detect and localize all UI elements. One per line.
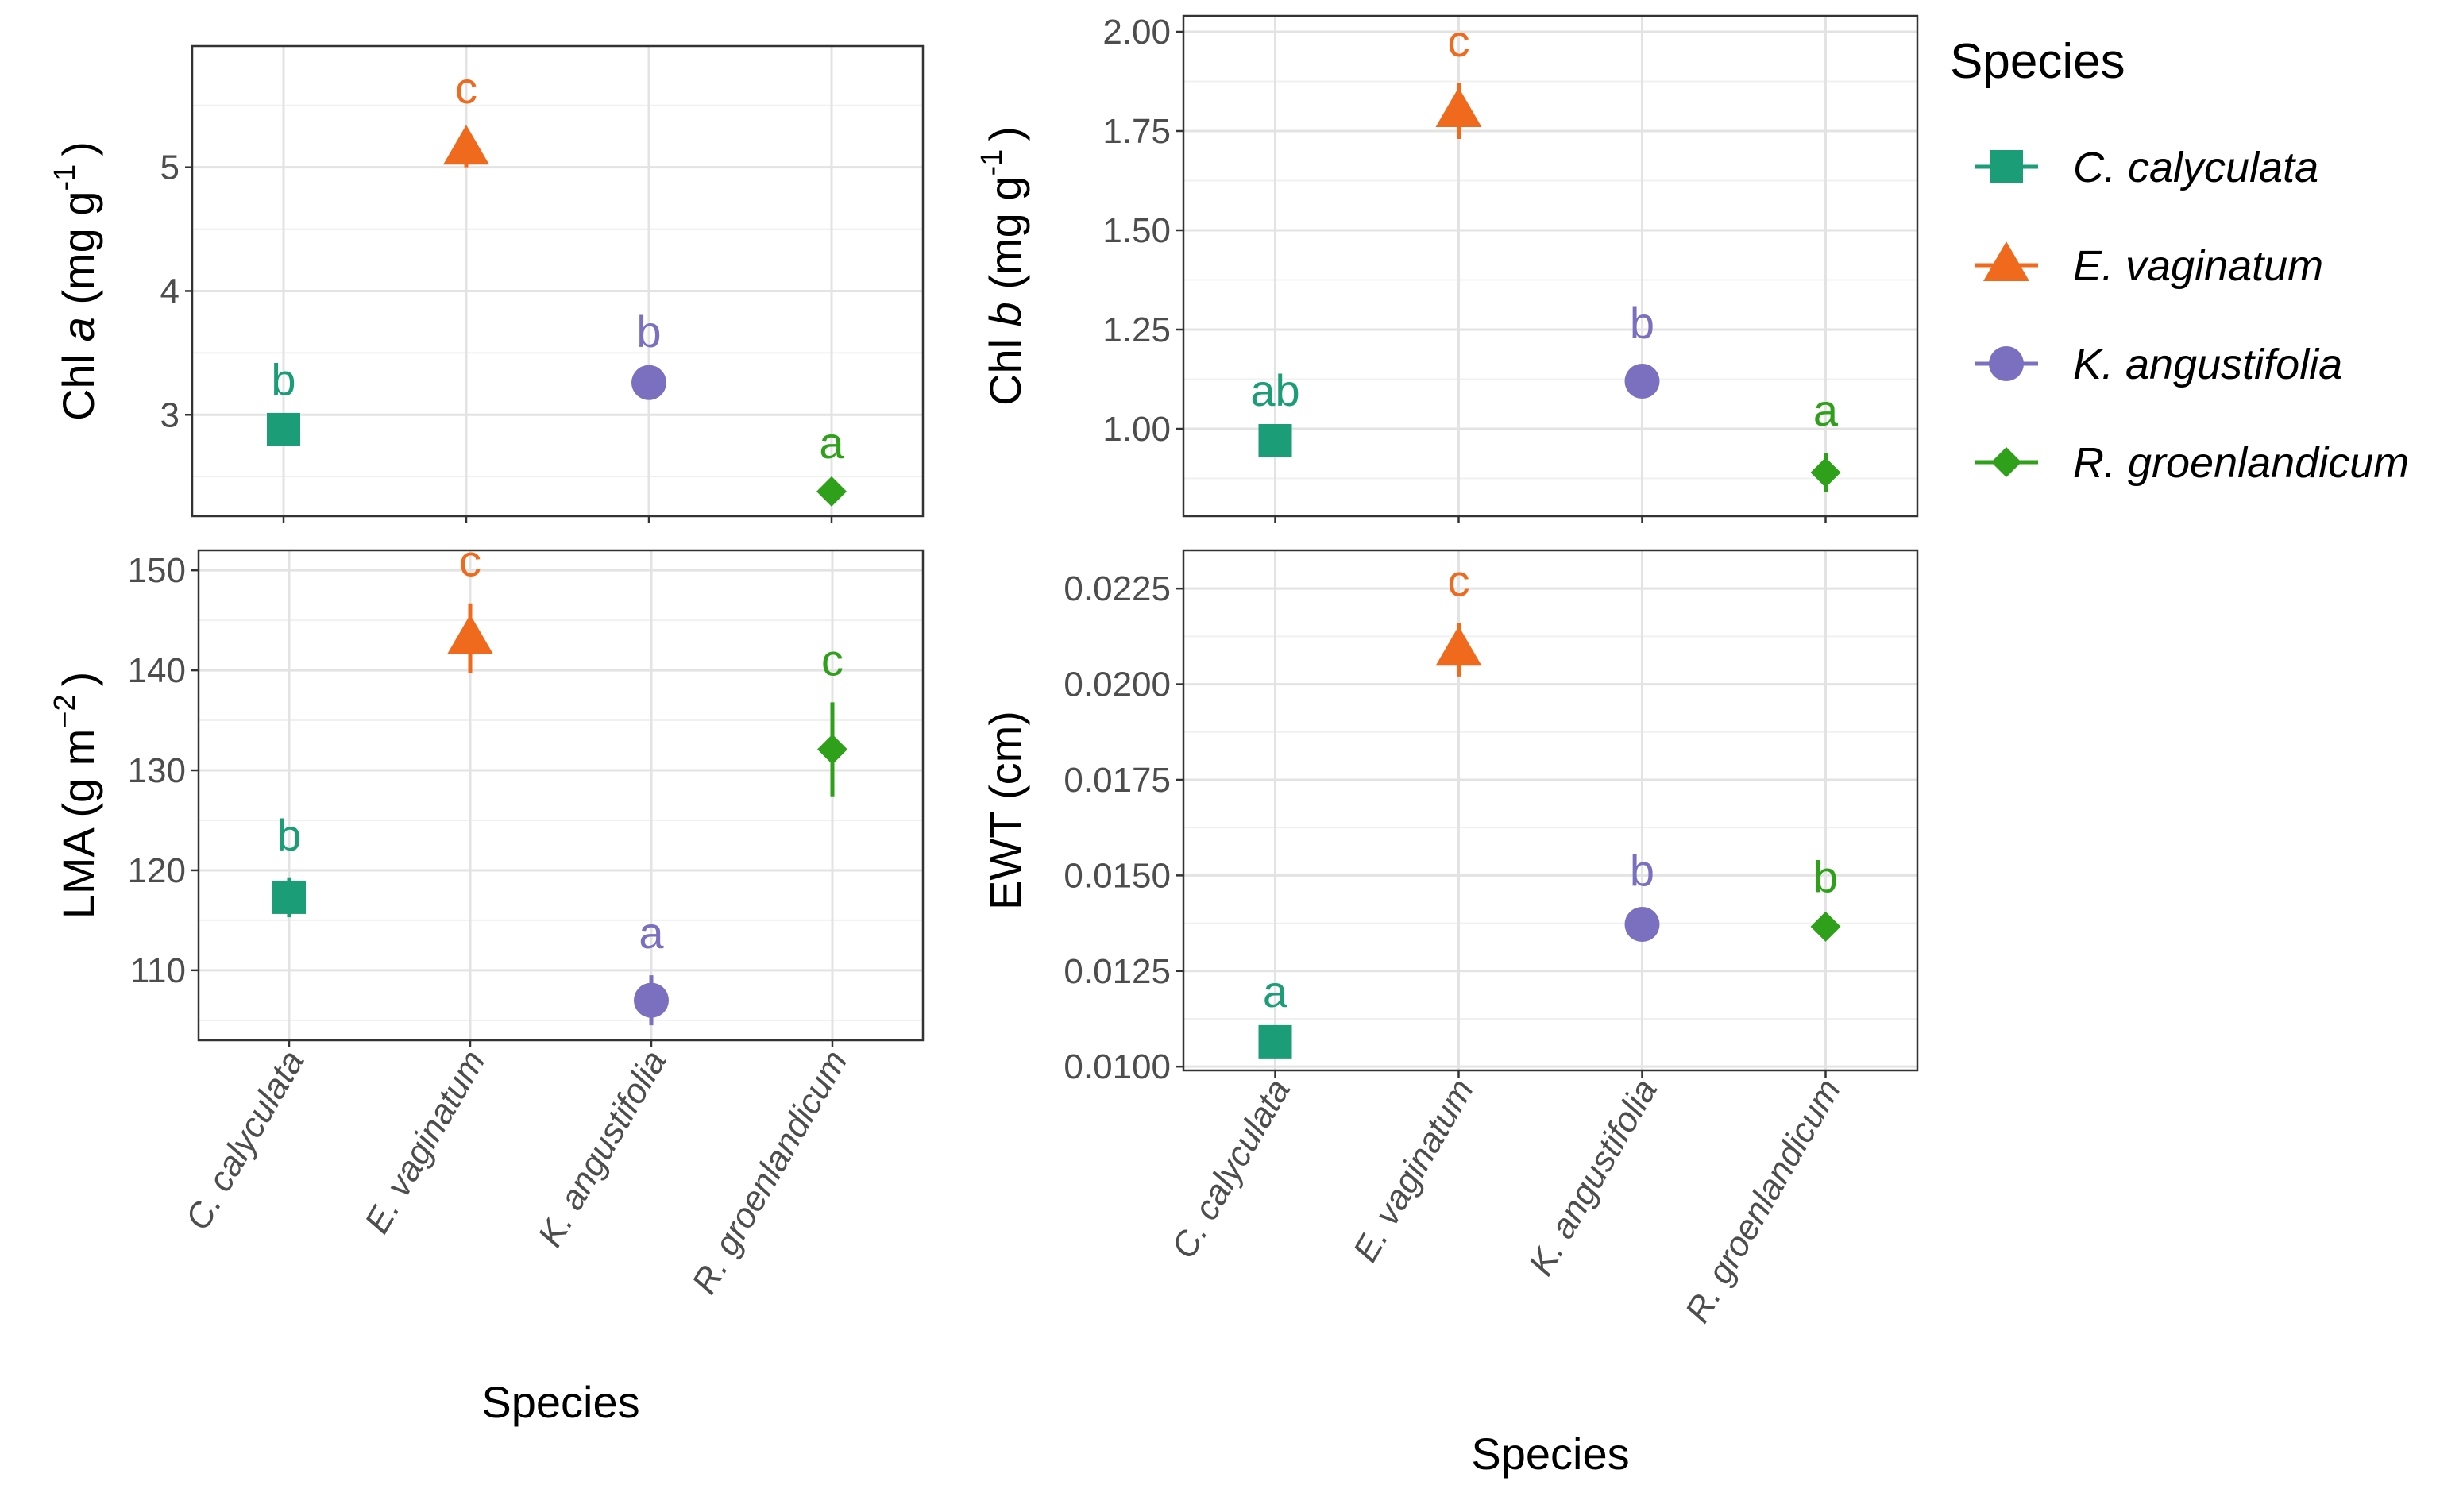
y-tick-label: 0.0175 <box>1064 761 1171 800</box>
significance-letter: a <box>1263 966 1288 1016</box>
y-tick-label: 150 <box>128 551 186 590</box>
legend-key-marker <box>1991 447 2021 477</box>
data-point <box>1810 911 1841 942</box>
x-tick-label: E. vaginatum <box>357 1044 493 1240</box>
data-point <box>1624 364 1660 399</box>
x-tick-label: K. angustifolia <box>1522 1073 1666 1282</box>
y-axis-title: LMA (g m−2) <box>48 672 103 920</box>
data-point <box>1258 424 1292 457</box>
significance-letter: b <box>1630 298 1654 348</box>
gridlines <box>1183 550 1917 1070</box>
legend-label: R. groenlandicum <box>2073 439 2409 487</box>
y-tick-label: 0.0200 <box>1064 665 1171 704</box>
x-axis-title: Species <box>481 1377 639 1427</box>
panel-lma: 110 120 130 140 150 C. calyculata E. vaginatum… <box>48 536 925 1427</box>
data-point <box>1435 626 1482 666</box>
y-tick-label: 0.0150 <box>1064 856 1171 895</box>
y-tick-label: 0.0125 <box>1064 952 1171 991</box>
data-point <box>272 880 306 914</box>
significance-letter: b <box>636 307 661 357</box>
data-point <box>1624 907 1660 943</box>
x-tick-label: R. groenlandicum <box>685 1044 855 1301</box>
legend-item: C. calyculata <box>1975 144 2318 191</box>
gridlines <box>199 550 923 1040</box>
gridlines <box>192 46 923 516</box>
y-tick-label: 0.0100 <box>1064 1047 1171 1086</box>
significance-letter: ab <box>1250 365 1299 415</box>
data-point <box>1810 457 1841 488</box>
legend-item: K. angustifolia <box>1975 341 2342 388</box>
data-point <box>447 614 493 654</box>
data-point <box>816 476 847 507</box>
significance-letter: b <box>271 355 295 405</box>
significance-letter: c <box>459 536 481 586</box>
significance-letter: b <box>1813 851 1838 901</box>
y-tick-label: 3 <box>160 395 180 434</box>
significance-letter: b <box>1630 846 1654 896</box>
data-point <box>267 412 300 446</box>
panel-border <box>197 549 925 1042</box>
y-tick-label: 5 <box>160 148 180 187</box>
data-point <box>631 364 666 400</box>
significance-letter: c <box>821 634 844 685</box>
y-tick-label: 1.75 <box>1102 112 1171 151</box>
panel-border <box>191 44 925 518</box>
legend-label: E. vaginatum <box>2073 242 2323 290</box>
significance-letter: a <box>819 418 844 468</box>
panel-border <box>1182 549 1919 1072</box>
panel-ewt: 0.0100 0.0125 0.0150 0.0175 0.0200 0.0225 C. c… <box>980 549 1919 1479</box>
significance-letter: b <box>276 810 301 860</box>
y-tick-label: 110 <box>130 951 186 990</box>
x-tick-label: E. vaginatum <box>1345 1073 1481 1269</box>
significance-letter: c <box>1448 556 1470 606</box>
legend-label: C. calyculata <box>2073 144 2318 191</box>
y-tick-label: 1.25 <box>1102 310 1171 349</box>
significance-letter: a <box>1813 385 1839 435</box>
data-point <box>443 125 489 165</box>
data-point <box>1258 1024 1292 1059</box>
x-tick-label: C. calyculata <box>178 1044 311 1237</box>
panel-chl-a: 3 4 5 Chl a (mg g-1) b c b a <box>48 44 925 523</box>
significance-letter: a <box>639 908 664 958</box>
y-tick-label: 4 <box>160 272 180 310</box>
data-point <box>817 734 847 765</box>
legend-key-marker <box>1983 241 2029 281</box>
y-tick-label: 140 <box>128 651 186 690</box>
significance-letter: c <box>455 63 477 113</box>
y-tick-label: 0.0225 <box>1064 569 1171 608</box>
x-tick-label: R. groenlandicum <box>1677 1073 1848 1329</box>
y-axis-title: EWT (cm) <box>980 711 1030 910</box>
significance-letter: c <box>1448 16 1470 66</box>
legend-key-marker <box>1990 150 2023 183</box>
y-tick-label: 1.00 <box>1102 410 1171 449</box>
x-tick-label: C. calyculata <box>1164 1073 1298 1266</box>
legend-label: K. angustifolia <box>2073 341 2342 388</box>
y-tick-label: 2.00 <box>1102 13 1171 52</box>
x-tick-label: K. angustifolia <box>531 1044 674 1254</box>
y-tick-label: 120 <box>128 851 186 890</box>
x-axis-title: Species <box>1471 1429 1629 1479</box>
legend: Species C. calyculata E. vaginatum K. angu… <box>1950 34 2409 487</box>
legend-item: E. vaginatum <box>1975 241 2323 290</box>
data-point <box>634 982 669 1018</box>
y-tick-label: 1.50 <box>1102 211 1171 250</box>
legend-key-marker <box>1989 346 2024 381</box>
panel-border <box>1182 14 1919 518</box>
gridlines <box>1183 16 1917 516</box>
y-tick-label: 130 <box>128 751 186 790</box>
panel-chl-b: 1.00 1.25 1.50 1.75 2.00 Chl b (mg g-1) ab c b a <box>975 13 1919 523</box>
panels: 3 4 5 Chl a (mg g-1) b c b a 1.00 1.25 1.50 1.75 2.0… <box>48 13 1919 1479</box>
y-axis-title: Chl a (mg g-1) <box>48 141 103 421</box>
legend-item: R. groenlandicum <box>1975 439 2409 487</box>
data-point <box>1435 87 1482 127</box>
y-axis-title: Chl b (mg g-1) <box>975 126 1030 406</box>
legend-title: Species <box>1950 34 2125 89</box>
